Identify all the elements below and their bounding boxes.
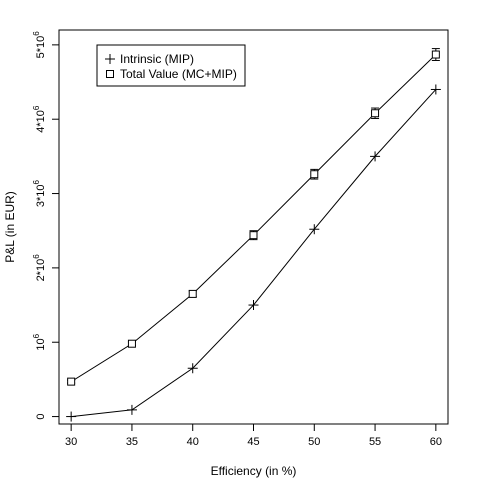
data-point-square — [67, 377, 76, 386]
data-point-square — [127, 339, 136, 348]
data-point-plus — [248, 300, 259, 311]
data-point-square — [371, 109, 380, 118]
x-axis-label: Efficiency (in %) — [211, 464, 297, 478]
x-tick-label: 30 — [65, 436, 77, 448]
data-point-plus — [370, 151, 381, 162]
data-point-square — [188, 289, 197, 298]
data-point-plus — [309, 224, 320, 235]
x-tick-label: 35 — [126, 436, 138, 448]
x-axis: 30 35 40 45 50 55 60 — [65, 423, 442, 448]
y-tick-label: 2*106 — [32, 254, 47, 282]
y-tick-label: 4*106 — [32, 105, 47, 133]
x-tick-label: 45 — [247, 436, 259, 448]
x-tick-label: 40 — [187, 436, 199, 448]
y-tick-label: 106 — [32, 333, 47, 350]
legend-label: Total Value (MC+MIP) — [120, 67, 237, 81]
data-point-square — [249, 231, 258, 240]
data-point-plus — [187, 363, 198, 374]
series-layer — [66, 48, 441, 422]
x-tick-label: 50 — [308, 436, 320, 448]
y-axis-label: P&L (in EUR) — [3, 191, 17, 263]
data-point-plus — [430, 84, 441, 95]
plot-frame — [58, 29, 449, 425]
x-tick-label: 60 — [430, 436, 442, 448]
legend: Intrinsic (MIP)Total Value (MC+MIP) — [96, 44, 246, 87]
data-point-square — [310, 170, 319, 179]
y-tick-label: 3*106 — [32, 179, 47, 207]
series-line — [71, 89, 437, 418]
data-point-plus — [126, 404, 137, 415]
y-tick-label: 5*106 — [32, 31, 47, 59]
legend-box — [96, 44, 246, 87]
x-tick-label: 55 — [369, 436, 381, 448]
series-line — [70, 54, 437, 383]
legend-label: Intrinsic (MIP) — [120, 52, 194, 66]
legend-square — [106, 70, 114, 78]
y-axis: 0 106 2*106 3*106 4*106 5*106 — [32, 31, 60, 420]
data-point-plus — [66, 411, 77, 422]
data-point-square — [431, 50, 440, 59]
y-tick-label: 0 — [35, 414, 47, 420]
